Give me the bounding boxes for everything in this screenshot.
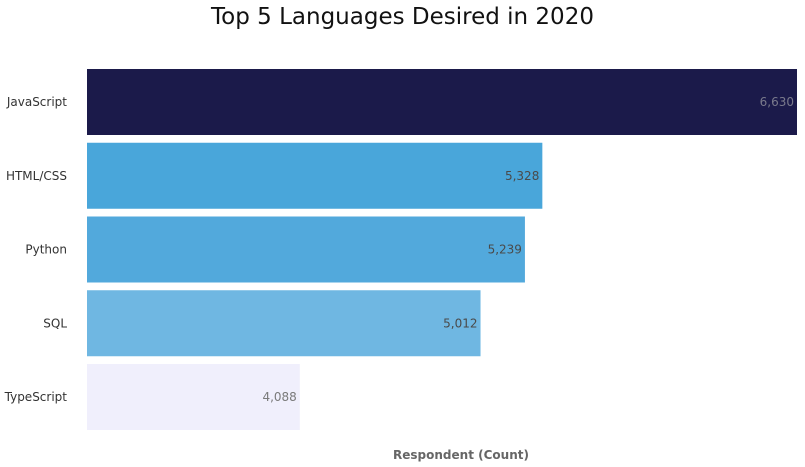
bar-html-css[interactable] — [87, 142, 543, 209]
value-label: 4,088 — [262, 390, 296, 404]
value-label: 5,328 — [505, 169, 539, 183]
chart-title: Top 5 Languages Desired in 2020 — [211, 4, 594, 30]
category-label: SQL — [43, 316, 67, 330]
category-label: TypeScript — [4, 390, 68, 404]
bar-python[interactable] — [87, 216, 525, 283]
value-label: 5,012 — [443, 316, 477, 330]
bar-typescript[interactable] — [87, 364, 300, 430]
bar-sql[interactable] — [87, 290, 481, 357]
value-label: 6,630 — [760, 95, 794, 109]
category-label: Python — [25, 243, 67, 257]
category-label: HTML/CSS — [6, 169, 67, 183]
value-label: 5,239 — [488, 243, 522, 257]
category-label: JavaScript — [6, 95, 67, 109]
bars-group: JavaScript 6,630 HTML/CSS 5,328 Python 5,239 S… — [4, 69, 797, 430]
bar-javascript[interactable] — [87, 69, 797, 135]
x-axis-label: Respondent (Count) — [393, 448, 529, 462]
